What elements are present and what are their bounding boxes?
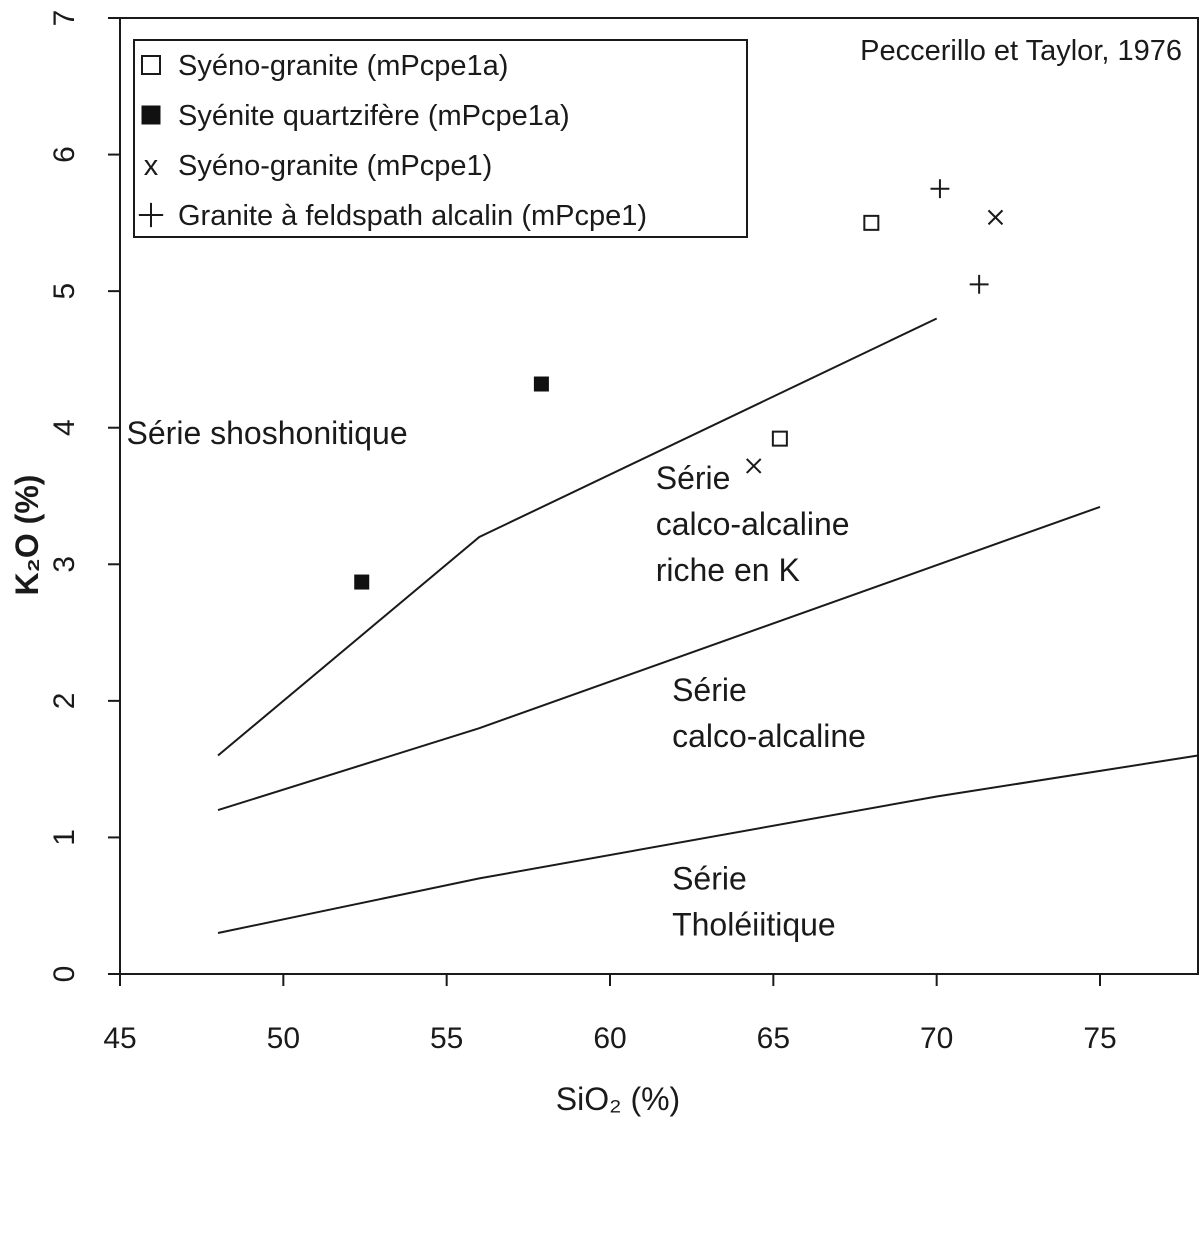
y-tick-label: 7	[48, 10, 81, 27]
boundary-lines	[217, 317, 1199, 934]
region-label-calc-alkaline: calco-alcaline	[672, 718, 866, 754]
point-x	[746, 458, 762, 474]
x-tick-label: 45	[103, 1022, 136, 1055]
x-axis-title: SiO₂ (%)	[556, 1081, 680, 1117]
region-label-calc-alkaline: Série	[672, 672, 747, 708]
legend-label: Syéno-granite (mPcpe1a)	[178, 50, 508, 82]
region-label-high-k: riche en K	[656, 552, 800, 588]
region-label-high-k: Série	[656, 460, 731, 496]
legend-marker-filled-square	[141, 105, 161, 125]
legend-label: Granite à feldspath alcalin (mPcpe1)	[178, 200, 647, 232]
legend-marker-plus	[138, 202, 164, 228]
x-tick-label: 50	[267, 1022, 300, 1055]
point-plus	[930, 179, 950, 199]
legend-marker-x: x	[144, 150, 159, 182]
point-plus	[969, 274, 989, 294]
legend-marker-open-square	[141, 55, 161, 75]
y-tick-label: 5	[48, 283, 81, 300]
tholeiitic-boundary	[217, 754, 1199, 934]
data-points	[354, 179, 1004, 590]
plot-frame	[119, 17, 1199, 975]
legend-label: Syéno-granite (mPcpe1)	[178, 150, 492, 182]
credit-label: Peccerillo et Taylor, 1976	[860, 35, 1182, 67]
x-tick-label: 55	[430, 1022, 463, 1055]
y-tick-label: 3	[48, 556, 81, 573]
x-tick-label: 65	[757, 1022, 790, 1055]
legend-box	[133, 39, 748, 238]
y-tick-label: 0	[48, 966, 81, 983]
shoshonitic-boundary	[217, 317, 938, 757]
point-open-square	[771, 430, 788, 447]
legend-label: Syénite quartzifère (mPcpe1a)	[178, 100, 570, 132]
point-open-square	[863, 214, 880, 231]
y-tick-label: 6	[48, 146, 81, 163]
region-label-high-k: calco-alcaline	[656, 506, 850, 542]
point-x	[987, 209, 1004, 226]
x-tick-label: 75	[1083, 1022, 1116, 1055]
x-tick-label: 70	[920, 1022, 953, 1055]
region-label-tholeiitic: Tholéiitique	[672, 906, 836, 942]
region-label-tholeiitic: Série	[672, 860, 747, 896]
legend: Syéno-granite (mPcpe1a) Syénite quartzifè…	[133, 39, 748, 238]
region-labels: Série shoshonitique Série calco-alcaline ri…	[127, 415, 866, 942]
point-filled-square	[354, 574, 370, 590]
y-tick-label: 4	[48, 419, 81, 436]
y-tick-label: 1	[48, 829, 81, 846]
high-k-boundary	[217, 505, 1101, 812]
y-axis-title: K₂O (%)	[9, 475, 45, 596]
y-tick-label: 2	[48, 693, 81, 710]
x-tick-label: 60	[593, 1022, 626, 1055]
point-filled-square	[533, 376, 549, 392]
region-label-shoshonitic: Série shoshonitique	[127, 415, 408, 451]
